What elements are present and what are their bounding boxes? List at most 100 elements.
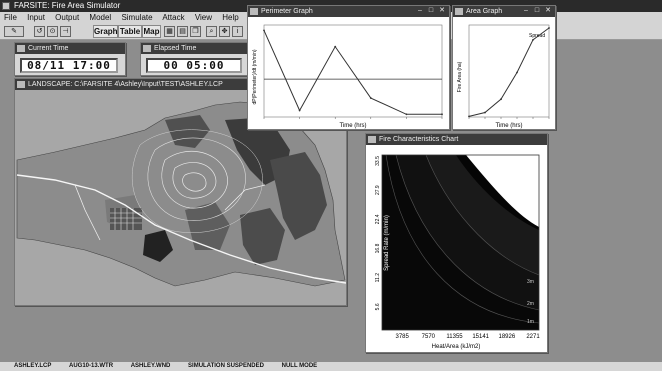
clock-icon[interactable]: ⊙ [47,26,58,37]
area-frame [468,24,550,118]
band-label: 2m [527,301,534,307]
area-series-line [468,27,550,117]
menu-view[interactable]: View [194,13,213,22]
close-icon[interactable]: ✕ [545,7,551,14]
fire-chart-window: Fire Characteristics Chart 3m 2m 1m Spre… [365,133,548,353]
fire-contour [385,155,539,324]
fire-y-tick-label: 33.5 [375,156,381,166]
contour-line [161,151,228,209]
fire-y-tick-label: 27.9 [375,185,381,195]
fire-chart-empty-region [466,155,539,227]
fire-chart-frame [381,154,540,331]
landscape-title: LANDSCAPE: C:\FARSITE 4\Ashley\Input\TES… [28,81,223,88]
graph-button[interactable]: Graph [93,25,118,38]
contour-line [182,172,207,192]
fire-ylabel: Spread Rate (m/min) [384,215,390,271]
menu-file[interactable]: File [4,13,17,22]
area-ylabel: Fire Area (ha) [457,61,463,92]
fuel-patch-dark [240,208,285,265]
fire-chart-titlebar[interactable]: Fire Characteristics Chart [366,134,547,145]
fire-x-tick-label: 2271 [526,334,540,340]
landscape-titlebar[interactable]: LANDSCAPE: C:\FARSITE 4\Ashley\Input\TES… [15,79,346,90]
area-xlabel: Time (hrs) [495,123,522,129]
status-mode: NULL MODE [281,363,318,369]
zoom-icon[interactable]: ⌕ [206,26,217,37]
maximize-icon[interactable]: □ [534,7,540,14]
fuel-patch-dark [270,152,327,240]
landscape-map[interactable] [15,90,346,305]
town-grid [110,208,142,230]
road [74,184,101,241]
current-time-value: 08/11 17:00 [20,58,118,73]
contour-line [147,137,246,221]
minimize-icon[interactable]: – [524,7,528,14]
elapsed-time-titlebar[interactable]: Elapsed Time [141,43,249,54]
band-label: 3m [527,279,534,285]
status-wind-file: ASHLEY.WND [130,363,171,369]
area-graph-window: Area Graph – □ ✕ Fire Area (ha) Time (hr… [452,5,556,130]
step-back-icon[interactable]: ↺ [34,26,45,37]
move-icon[interactable]: ✥ [219,26,230,37]
area-point [484,111,486,114]
area-graph-title: Area Graph [466,8,503,15]
area-point [468,115,470,118]
menu-model[interactable]: Model [89,13,112,22]
fuel-patch-black [143,230,173,262]
area-point [548,27,550,29]
menu-attack[interactable]: Attack [162,13,185,22]
elapsed-time-window: Elapsed Time 00 05:00 [140,42,250,76]
close-icon[interactable]: ✕ [439,7,445,14]
grid-icon[interactable]: ▦ [164,26,175,37]
perimeter-point [334,45,337,48]
fire-x-tick-label: 11355 [446,334,463,340]
area-graph-plot: Fire Area (ha) Time (hrs) Spread [453,17,555,129]
perimeter-graph-plot: dP(Perimeter)/dt (m/min) Time (hrs) [248,17,449,129]
perimeter-point [369,97,372,99]
maximize-icon[interactable]: □ [428,7,434,14]
app-icon [2,2,10,10]
window-icon [143,45,151,52]
perimeter-graph-titlebar[interactable]: Perimeter Graph – □ ✕ [248,6,449,17]
map-button[interactable]: Map [142,25,161,38]
status-landscape-file: ASHLEY.LCP [14,363,52,369]
fire-y-tick-label: 22.4 [375,214,381,224]
table-button[interactable]: Table [118,25,142,38]
window-icon [368,136,376,143]
info-icon[interactable]: i [232,26,243,37]
current-time-titlebar[interactable]: Current Time [15,43,125,54]
fire-x-tick-label: 3785 [395,334,409,340]
minimize-icon[interactable]: – [418,7,422,14]
perimeter-graph-title: Perimeter Graph [261,8,313,15]
marker-icon[interactable]: ⊣ [60,26,71,37]
copy-icon[interactable]: ❐ [190,26,201,37]
fire-y-tick-label: 5.6 [375,303,381,310]
menu-simulate[interactable]: Simulate [121,13,153,22]
area-point [532,38,534,41]
status-weather-file: AUG10-13.WTR [69,363,114,369]
area-graph-titlebar[interactable]: Area Graph – □ ✕ [453,6,555,17]
fire-y-tick-label: 16.8 [375,243,381,253]
perimeter-graph-window: Perimeter Graph – □ ✕ dP(Perimeter)/dt (… [247,5,450,130]
menu-output[interactable]: Output [55,13,80,22]
perimeter-point [441,113,443,116]
road [224,184,266,211]
fire-x-tick-label: 18926 [498,334,515,340]
contour-line [131,129,263,233]
area-point [500,98,502,101]
elapsed-time-value: 00 05:00 [146,58,242,73]
town-area [110,208,142,230]
perimeter-ylabel: dP(Perimeter)/dt (m/min) [252,49,258,104]
status-bar: ASHLEY.LCP AUG10-13.WTR ASHLEY.WND SIMUL… [0,362,662,371]
window-icon [17,81,25,88]
perimeter-frame [263,24,443,118]
print-icon[interactable]: ▤ [177,26,188,37]
menu-help[interactable]: Help [222,13,239,22]
open-icon[interactable]: ✎ [4,26,24,37]
area-point [516,71,518,74]
menu-input[interactable]: Input [27,13,45,22]
fuel-patch-medium [185,202,230,250]
fire-contour [395,155,539,311]
fire-chart-plot: 3m 2m 1m Spread Rate (m/min) Heat/Area (… [366,145,547,352]
current-time-title: Current Time [28,45,69,52]
current-time-window: Current Time 08/11 17:00 [14,42,126,76]
